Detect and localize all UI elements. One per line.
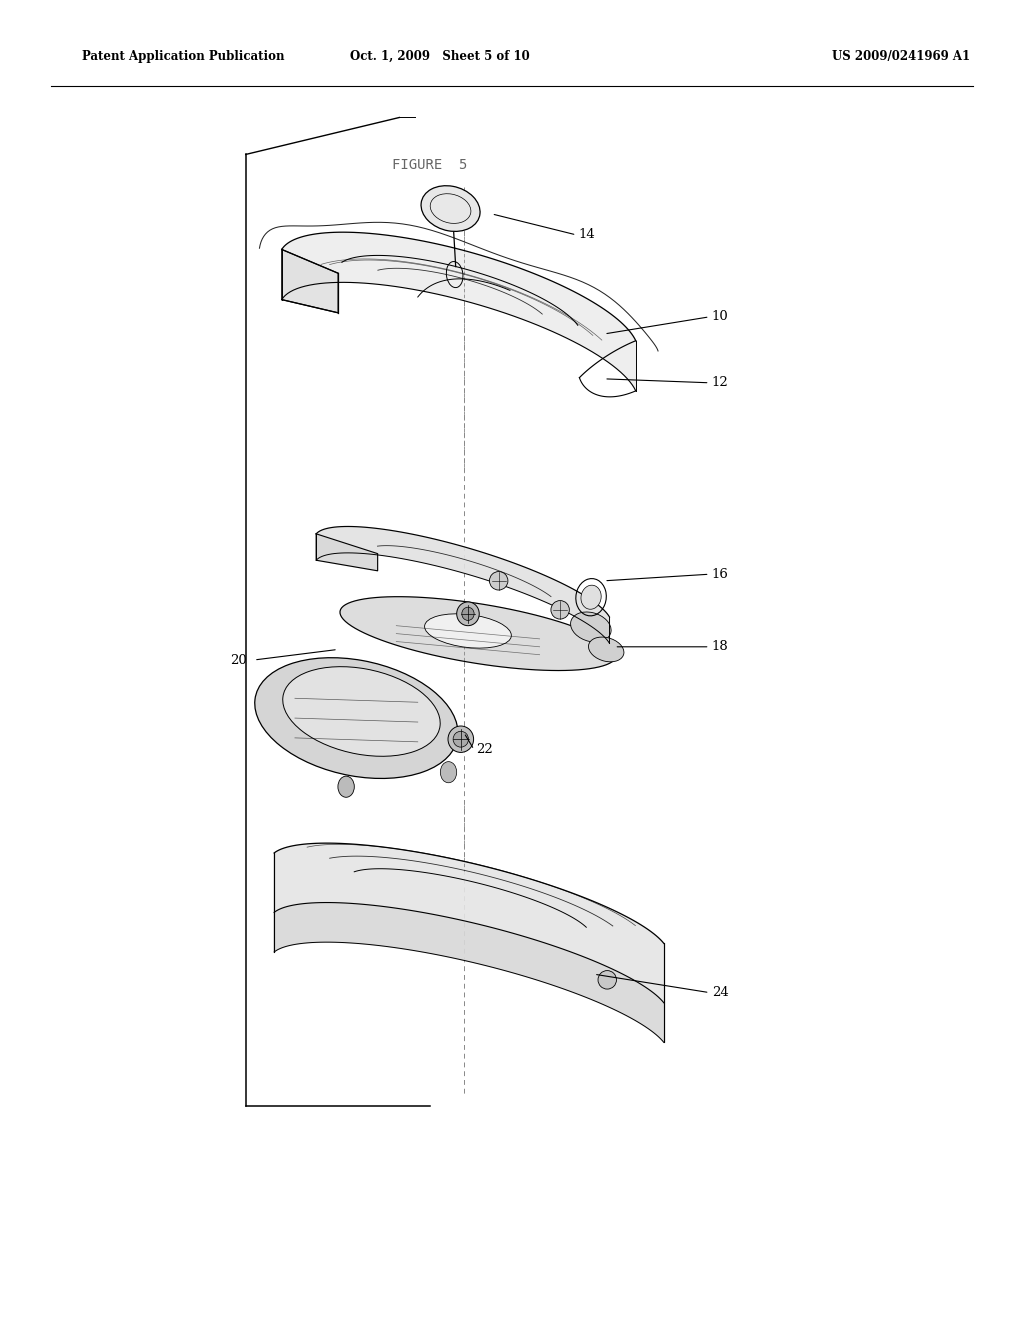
Text: 24: 24 bbox=[712, 986, 728, 999]
Ellipse shape bbox=[449, 726, 473, 752]
Ellipse shape bbox=[255, 657, 458, 779]
Ellipse shape bbox=[462, 607, 474, 620]
Ellipse shape bbox=[425, 614, 511, 648]
Polygon shape bbox=[282, 249, 338, 313]
Ellipse shape bbox=[457, 602, 479, 626]
Text: 20: 20 bbox=[230, 653, 247, 667]
Ellipse shape bbox=[598, 970, 616, 989]
Text: 18: 18 bbox=[712, 640, 728, 653]
Text: US 2009/0241969 A1: US 2009/0241969 A1 bbox=[833, 50, 970, 63]
Ellipse shape bbox=[453, 731, 469, 747]
Polygon shape bbox=[274, 903, 664, 1043]
Circle shape bbox=[338, 776, 354, 797]
Polygon shape bbox=[274, 843, 664, 1003]
Ellipse shape bbox=[551, 601, 569, 619]
Ellipse shape bbox=[581, 585, 601, 610]
Ellipse shape bbox=[570, 612, 611, 642]
Text: FIGURE  5: FIGURE 5 bbox=[392, 158, 468, 172]
Polygon shape bbox=[282, 232, 636, 391]
Text: 10: 10 bbox=[712, 310, 728, 323]
Ellipse shape bbox=[489, 572, 508, 590]
Circle shape bbox=[440, 762, 457, 783]
Text: Oct. 1, 2009   Sheet 5 of 10: Oct. 1, 2009 Sheet 5 of 10 bbox=[350, 50, 530, 63]
Text: 12: 12 bbox=[712, 376, 728, 389]
Text: Patent Application Publication: Patent Application Publication bbox=[82, 50, 285, 63]
Text: 16: 16 bbox=[712, 568, 728, 581]
Polygon shape bbox=[316, 533, 378, 570]
Text: 14: 14 bbox=[579, 228, 595, 242]
Polygon shape bbox=[316, 527, 609, 643]
Ellipse shape bbox=[421, 186, 480, 231]
Ellipse shape bbox=[283, 667, 440, 756]
Text: 22: 22 bbox=[476, 743, 493, 756]
Ellipse shape bbox=[589, 638, 624, 661]
Polygon shape bbox=[340, 597, 616, 671]
